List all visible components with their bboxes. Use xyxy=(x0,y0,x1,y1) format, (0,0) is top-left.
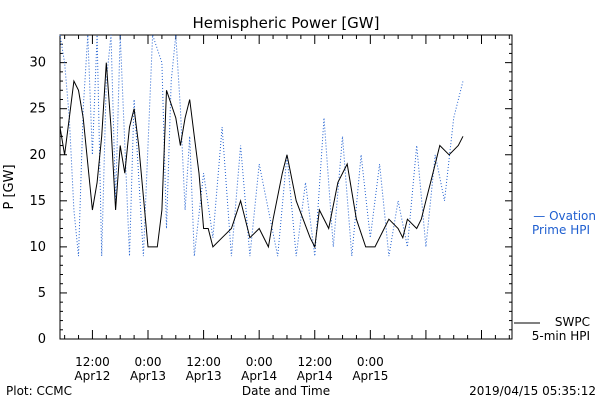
y-tick-label: 30 xyxy=(29,56,46,71)
x-tick-label-date: Apr14 xyxy=(241,369,277,383)
x-tick-label-time: 12:00 xyxy=(186,355,221,369)
x-tick-label-date: Apr13 xyxy=(130,369,166,383)
series-swpc-line xyxy=(59,62,464,249)
y-tick-label: 5 xyxy=(38,286,46,301)
x-axis-ticks: 12:00Apr120:00Apr1312:00Apr130:00Apr1412… xyxy=(64,35,510,383)
x-tick-label-date: Apr13 xyxy=(186,369,222,383)
x-tick-label-time: 12:00 xyxy=(297,355,332,369)
x-axis-label: Date and Time xyxy=(242,384,330,398)
plot-frame xyxy=(59,34,513,340)
footer-timestamp: 2019/04/15 05:35:12 xyxy=(469,384,596,398)
x-tick-label-date: Apr15 xyxy=(352,369,388,383)
legend-ovation-line2: Prime HPI xyxy=(532,223,590,237)
y-tick-label: 15 xyxy=(29,194,46,209)
y-axis-label: P [GW] xyxy=(2,164,17,209)
footer-plot-credit: Plot: CCMC xyxy=(6,384,72,398)
y-tick-label: 25 xyxy=(29,102,46,117)
y-tick-label: 0 xyxy=(38,332,46,347)
series-layer xyxy=(59,34,464,257)
x-tick-label-date: Apr12 xyxy=(74,369,110,383)
y-tick-label: 20 xyxy=(29,148,46,163)
x-tick-label-time: 0:00 xyxy=(246,355,273,369)
x-tick-label-time: 12:00 xyxy=(75,355,110,369)
x-tick-label-date: Apr14 xyxy=(297,369,333,383)
legend-swpc-line1: SWPC xyxy=(555,315,590,329)
x-tick-label-time: 0:00 xyxy=(357,355,384,369)
y-tick-label: 10 xyxy=(29,240,46,255)
y-axis-ticks: 0 5 10 15 20 25 30 xyxy=(29,34,512,347)
x-tick-label-time: 0:00 xyxy=(135,355,162,369)
chart-title: Hemispheric Power [GW] xyxy=(193,14,380,32)
legend-ovation-line1: — Ovation xyxy=(533,209,596,223)
legend-swpc-line2: 5-min HPI xyxy=(532,329,590,343)
